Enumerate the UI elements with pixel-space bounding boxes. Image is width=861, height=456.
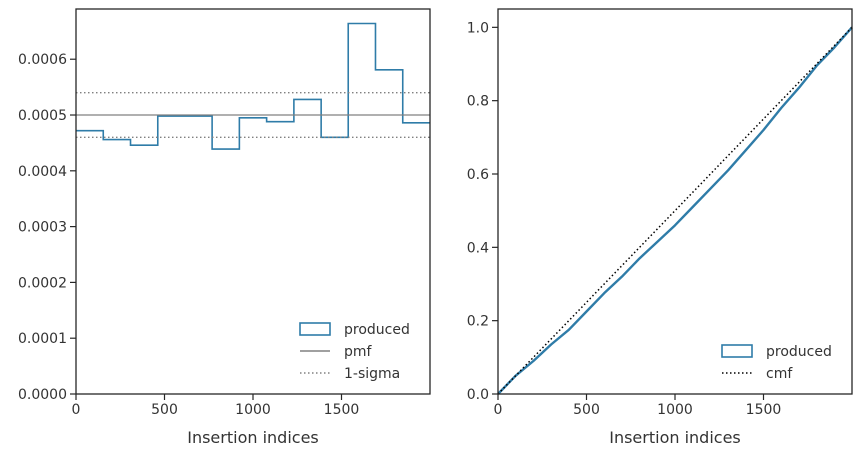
chart-left-xtick-label: 500 — [151, 402, 178, 418]
chart-right-ytick-label: 0.0 — [467, 387, 489, 403]
chart-left-ytick-label: 0.0004 — [18, 164, 67, 180]
chart-right: 0 500 1000 1500 0.0 0.2 0.4 0.6 0.8 1.0 Insertion … — [467, 8, 853, 447]
chart-right-legend-handle-0 — [721, 344, 753, 358]
chart-right-ytick-label: 1.0 — [467, 20, 489, 36]
chart-right-xtick-label: 500 — [573, 402, 600, 418]
chart-left-xlabel: Insertion indices — [187, 428, 319, 447]
chart-left-ytick-label: 0.0001 — [18, 331, 67, 347]
chart-right-xlabel: Insertion indices — [609, 428, 741, 447]
chart-right-series-produced — [497, 26, 853, 395]
chart-right-ytick-label: 0.4 — [467, 240, 489, 256]
chart-left-legend-label-1: pmf — [344, 344, 373, 360]
chart-right-xtick-label: 1500 — [746, 402, 782, 418]
chart-right-ytick-label: 0.2 — [467, 314, 489, 330]
chart-right-legend-label-1: cmf — [766, 366, 793, 382]
chart-left-legend-label-2: 1-sigma — [344, 366, 400, 382]
chart-left: 0 500 1000 1500 0.0000 0.0001 0.0002 0.0003 0.00… — [18, 8, 431, 447]
chart-left-legend-label-0: produced — [344, 322, 410, 338]
chart-right-xtick-label: 1000 — [657, 402, 693, 418]
chart-left-xtick-label: 0 — [72, 402, 81, 418]
chart-right-frame — [497, 8, 853, 395]
chart-right-ytick-label: 0.6 — [467, 167, 489, 183]
chart-right-series-cmf — [497, 26, 853, 395]
chart-left-legend-handle-0 — [299, 322, 331, 336]
chart-left-ytick-label: 0.0005 — [18, 108, 67, 124]
chart-left-xtick-label: 1500 — [324, 402, 360, 418]
chart-left-xtick-label: 1000 — [235, 402, 271, 418]
chart-left-ytick-label: 0.0002 — [18, 275, 67, 291]
chart-right-xtick-label: 0 — [494, 402, 503, 418]
chart-left-series-produced — [76, 22, 430, 150]
chart-right-ytick-label: 0.8 — [467, 94, 489, 110]
chart-right-legend-label-0: produced — [766, 344, 832, 360]
chart-left-ytick-label: 0.0000 — [18, 387, 67, 403]
chart-left-ytick-label: 0.0003 — [18, 220, 67, 236]
chart-left-ytick-label: 0.0006 — [18, 52, 67, 68]
